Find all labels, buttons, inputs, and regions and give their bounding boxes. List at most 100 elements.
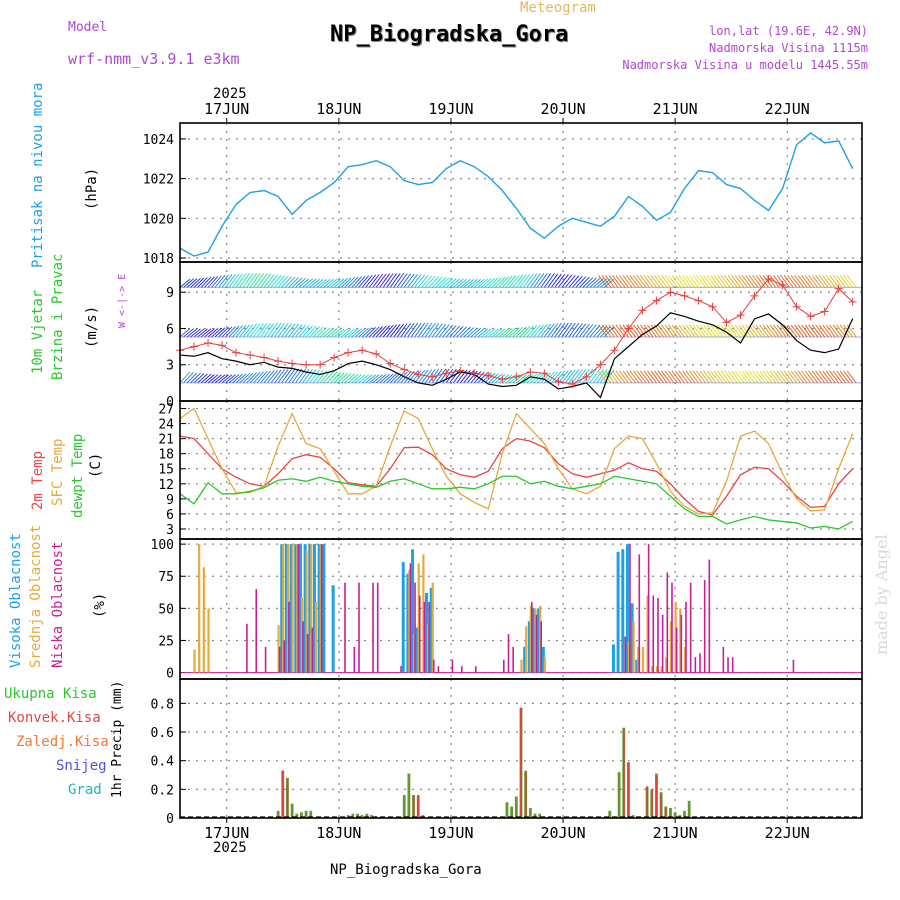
wind-barb <box>575 323 587 338</box>
wind-barb <box>741 275 752 288</box>
wind-barb <box>745 275 755 288</box>
wind-barb <box>473 328 485 338</box>
wind-barb <box>379 325 391 338</box>
bar-low-cloud <box>372 582 374 673</box>
wind-barb <box>452 278 464 288</box>
wind-barb <box>668 275 678 288</box>
wind-barb <box>354 275 366 288</box>
wind-barb <box>459 326 471 338</box>
bar-total-rain <box>514 796 518 818</box>
wind-barb <box>657 370 668 384</box>
wind-barb <box>417 369 429 384</box>
wind-barb <box>302 369 313 384</box>
wind-barb <box>239 324 250 338</box>
wind-barb <box>333 328 345 338</box>
bar-total-rain <box>533 813 537 818</box>
bar-mid-cloud <box>305 550 308 673</box>
wind-barb <box>790 324 801 338</box>
bar-low-cloud <box>302 621 304 673</box>
wind-barb <box>615 275 626 288</box>
wind-barb <box>232 273 243 288</box>
bar-mid-cloud <box>193 649 196 673</box>
wind-barb <box>337 328 348 338</box>
wind-barb <box>512 326 524 338</box>
wind-barb <box>801 324 811 338</box>
wind-barb <box>734 370 745 384</box>
wind-barb <box>647 324 657 338</box>
bar-total-rain <box>356 813 359 818</box>
bar-low-cloud <box>423 601 426 673</box>
gust-marker <box>540 369 549 378</box>
bar-low-cloud <box>531 601 533 673</box>
bar-mid-cloud <box>422 554 425 673</box>
wind-barb <box>622 370 633 384</box>
bar-low-cloud <box>727 657 729 673</box>
wind-barb <box>470 371 482 384</box>
wind-barb <box>407 370 419 384</box>
y-tick-label: 21 <box>158 433 174 448</box>
y-tick-label: 0 <box>166 667 174 682</box>
wind-barb <box>260 322 271 338</box>
wind-barb <box>526 373 538 384</box>
year-top: 2025 <box>213 86 247 102</box>
wind-barb <box>340 277 352 288</box>
gust-marker <box>344 348 353 357</box>
wind-barb <box>731 324 741 338</box>
y-tick-label: 6 <box>166 322 174 337</box>
bar-conv-rain <box>412 795 415 818</box>
bar-mid-cloud <box>655 666 659 673</box>
wind-barb <box>682 324 692 338</box>
bar-mid-cloud <box>651 666 654 673</box>
wind-barb <box>295 277 306 288</box>
y-tick-label: 0.4 <box>151 755 175 770</box>
wind-barb <box>605 324 615 338</box>
wind-barb <box>396 371 408 384</box>
wind-barb <box>671 370 682 384</box>
wind-barb <box>612 324 622 338</box>
bar-total-rain <box>360 815 364 818</box>
wind-barb <box>547 323 559 338</box>
y-tick-label: 1024 <box>143 133 174 148</box>
series-wind-gust <box>179 278 854 385</box>
wind-barb <box>438 324 450 338</box>
wind-barb <box>488 328 499 338</box>
gust-marker <box>246 351 255 360</box>
wind-barb <box>738 275 748 288</box>
wind-barb <box>748 324 759 338</box>
wind-barb <box>431 323 443 338</box>
wind-barb <box>678 275 689 288</box>
bar-conv-rain <box>520 707 522 818</box>
wind-barb <box>766 370 776 384</box>
wind-barb <box>619 370 629 384</box>
wind-barb <box>389 324 401 338</box>
wind-barb <box>365 274 377 288</box>
wind-barb <box>498 276 510 288</box>
wind-barb <box>554 322 566 338</box>
wind-barb <box>780 370 790 384</box>
gust-marker <box>316 360 325 369</box>
bar-total-rain <box>538 813 542 818</box>
wind-barb <box>650 370 661 384</box>
bar-mid-cloud <box>296 544 299 673</box>
wind-barb <box>505 374 517 384</box>
wind-barb <box>190 328 201 338</box>
x-day-label-top: 17JUN <box>204 100 249 118</box>
wind-barb <box>593 368 604 384</box>
bar-low-cloud <box>671 582 673 673</box>
wind-barb <box>738 324 748 338</box>
wind-barb <box>414 369 426 384</box>
wind-barb <box>305 369 317 384</box>
wind-barb <box>509 327 520 338</box>
legend-hail: Grad <box>68 782 102 798</box>
wind-barb <box>801 370 811 384</box>
wind-barb <box>417 275 429 288</box>
bar-low-cloud <box>675 627 678 673</box>
wind-barb <box>396 323 408 338</box>
bar-mid-cloud <box>286 544 290 673</box>
bar-mid-cloud <box>291 544 294 673</box>
wind-barb <box>794 370 804 384</box>
wind-barb <box>640 275 650 288</box>
wind-barb <box>710 275 720 288</box>
wind-barb <box>319 327 331 338</box>
wind-barb <box>232 373 243 384</box>
